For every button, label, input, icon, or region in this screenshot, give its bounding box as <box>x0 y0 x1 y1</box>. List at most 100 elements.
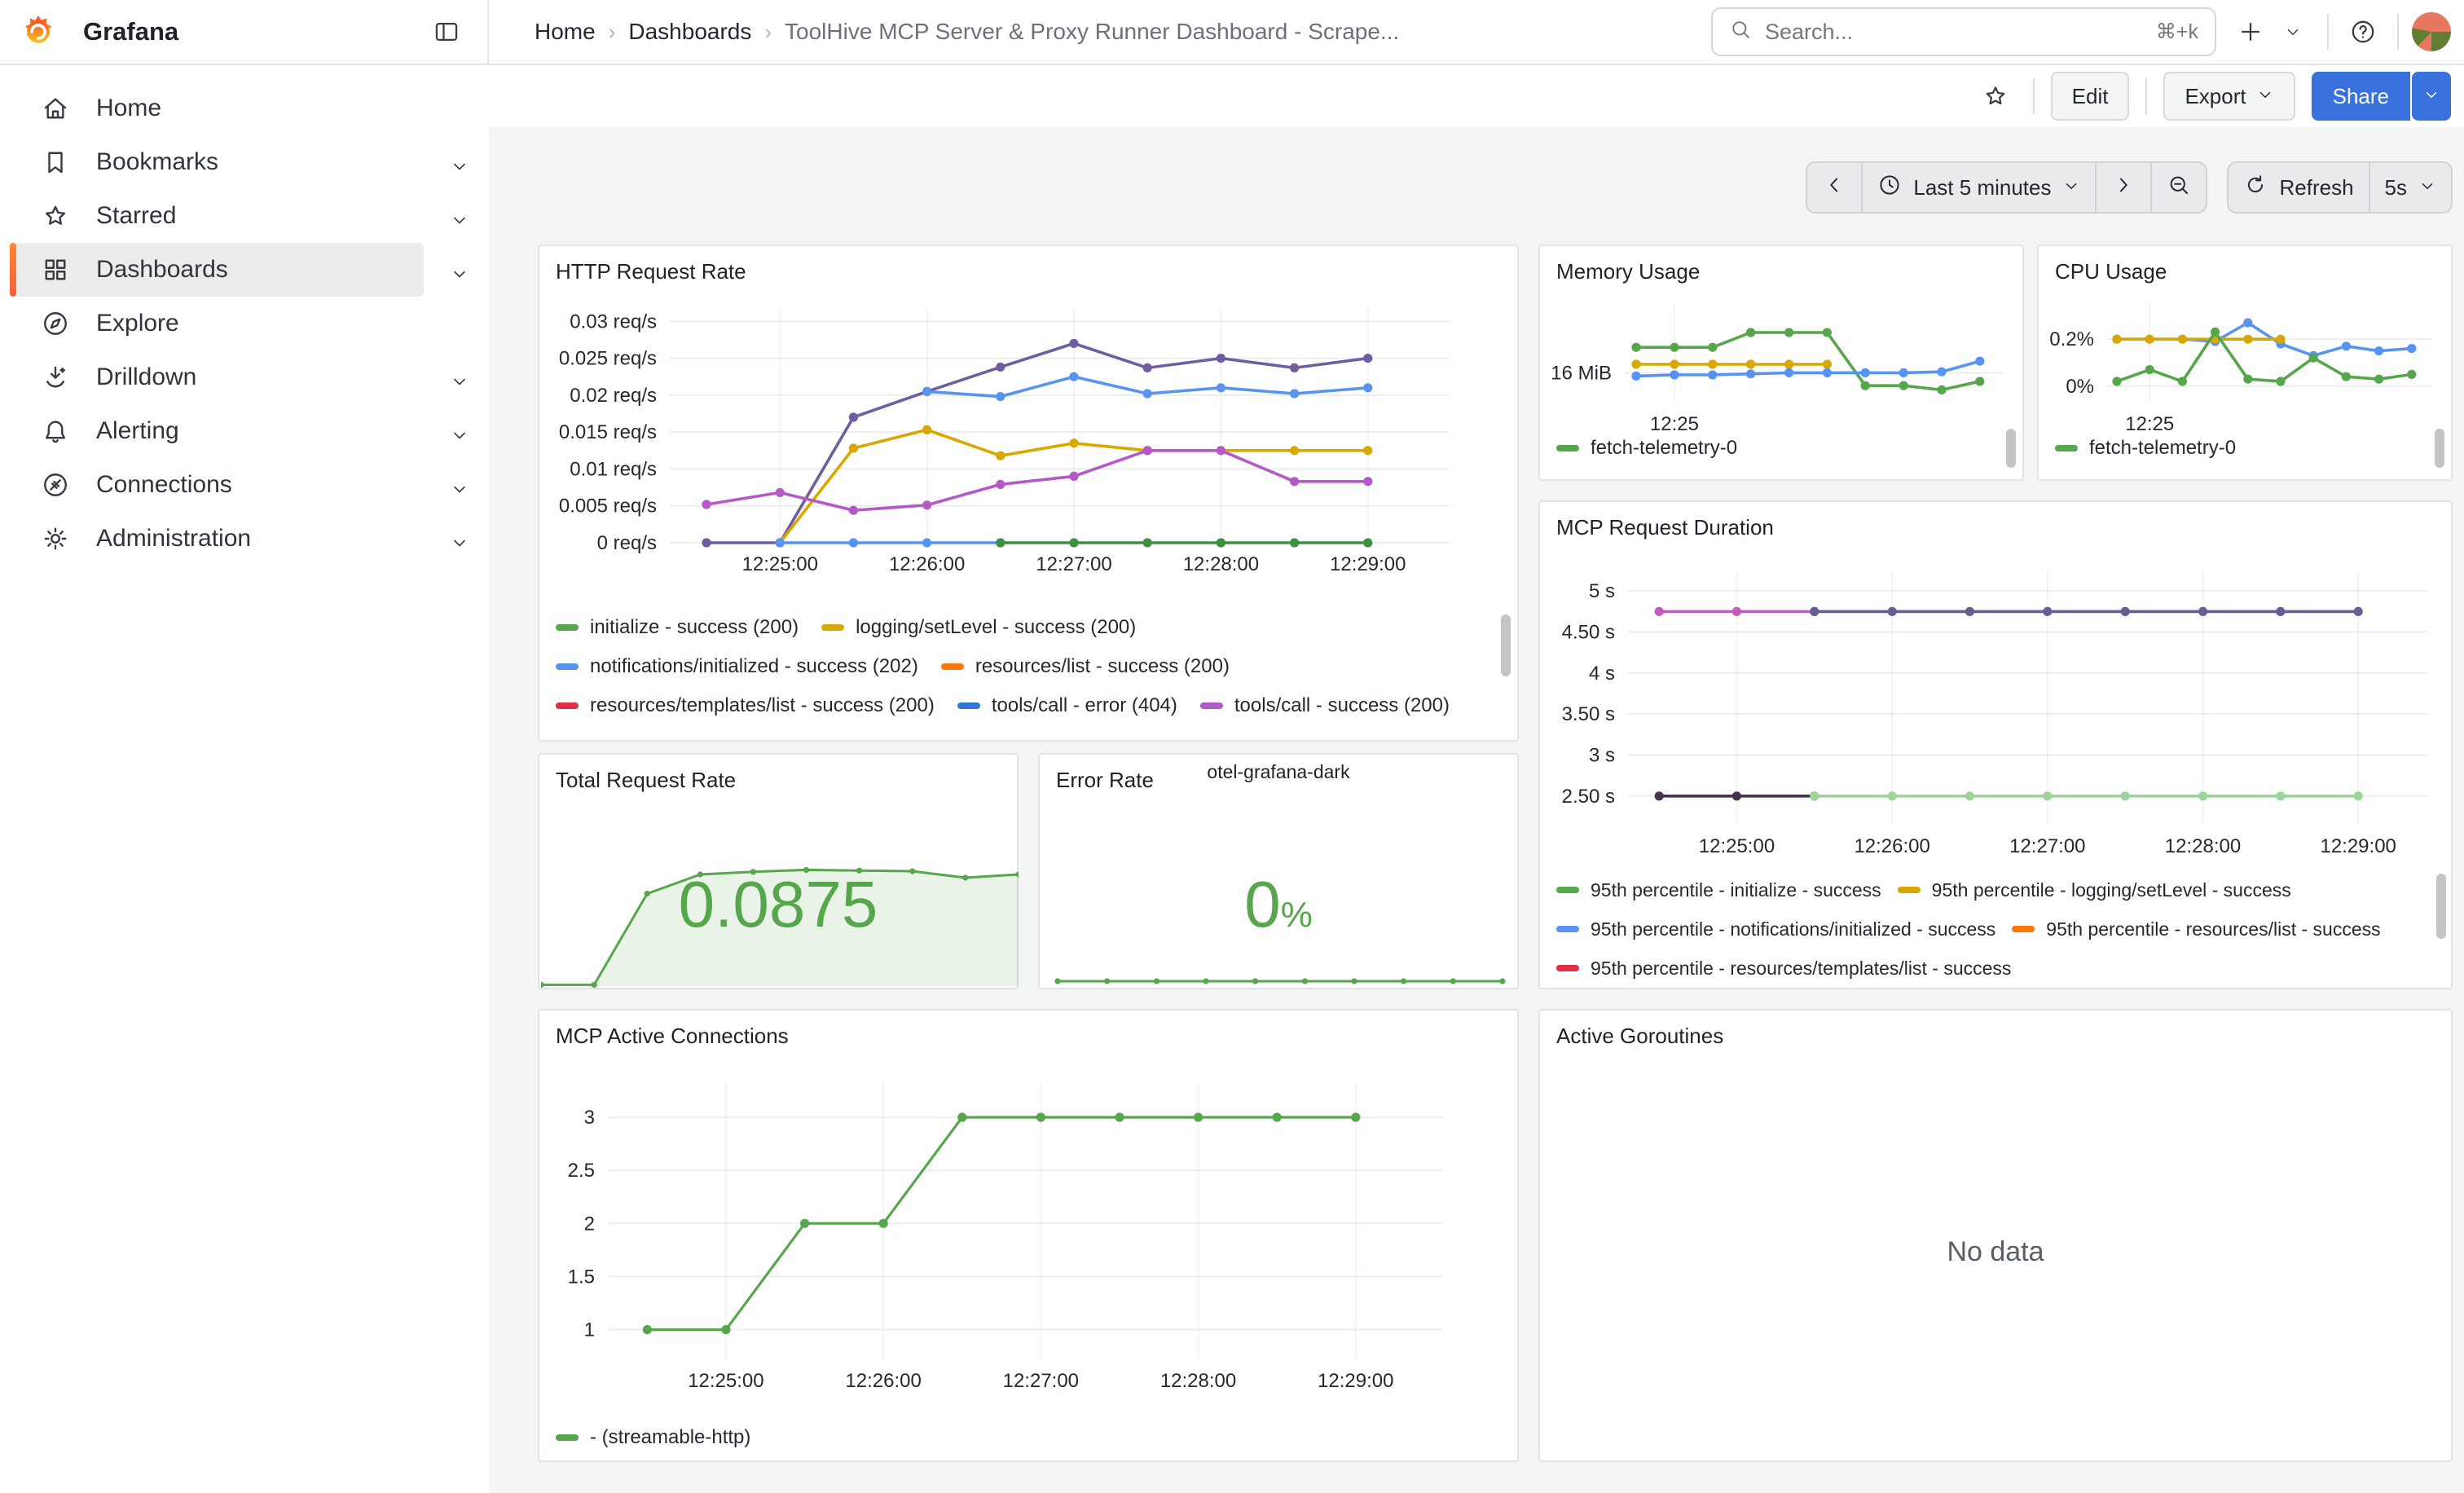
svg-text:0.015 req/s: 0.015 req/s <box>559 421 657 443</box>
refresh-interval-dropdown[interactable]: 5s <box>2369 161 2453 214</box>
svg-text:4.50 s: 4.50 s <box>1562 621 1615 643</box>
panel-total-request-rate: Total Request Rate 0.0875 <box>538 753 1019 989</box>
legend-item[interactable]: 95th percentile - notifications/initiali… <box>1556 909 1995 949</box>
sidebar-item-dashboards[interactable]: Dashboards <box>10 243 424 297</box>
chevron-down-icon <box>2418 175 2436 200</box>
panel-http-request-rate: HTTP Request Rate 0 req/s0.005 req/s0.01… <box>538 244 1519 742</box>
time-shift-back-button[interactable] <box>1806 161 1863 214</box>
time-shift-forward-button[interactable] <box>2095 161 2152 214</box>
sidebar-item-alerting[interactable]: Alerting <box>10 404 479 458</box>
chart-legend: - (streamable-http) <box>556 1418 1494 1456</box>
legend-item[interactable]: tools/call - error (404) <box>957 686 1177 725</box>
favorite-star-icon[interactable] <box>1974 75 2017 117</box>
svg-text:0 req/s: 0 req/s <box>597 532 657 554</box>
time-range-picker[interactable]: Last 5 minutes <box>1861 161 2097 214</box>
avatar[interactable] <box>2412 12 2451 51</box>
breadcrumb-separator: › <box>609 20 616 45</box>
bookmark-icon <box>41 148 70 177</box>
sidebar-item-drilldown[interactable]: Drilldown <box>10 350 479 404</box>
zoom-out-button[interactable] <box>2150 161 2207 214</box>
legend-color-chip <box>556 702 579 709</box>
chevron-down-icon <box>2272 11 2314 53</box>
svg-text:0%: 0% <box>2066 376 2094 398</box>
sidebar-item-label: Bookmarks <box>96 148 479 176</box>
legend-item[interactable]: tools/call - success (200) <box>1200 686 1450 725</box>
svg-text:1.5: 1.5 <box>568 1266 595 1288</box>
share-button[interactable]: Share <box>2312 72 2410 121</box>
panel-title[interactable]: HTTP Request Rate <box>539 246 1517 291</box>
http-request-rate-chart[interactable]: 0 req/s0.005 req/s0.01 req/s0.015 req/s0… <box>549 292 1507 582</box>
legend-scrollbar[interactable] <box>2435 429 2444 468</box>
sidebar-item-administration[interactable]: Administration <box>10 512 479 566</box>
panel-title[interactable]: MCP Active Connections <box>539 1011 1517 1055</box>
panel-title[interactable]: Total Request Rate <box>539 755 1017 799</box>
legend-item[interactable]: 95th percentile - resources/templates/li… <box>1556 949 2011 983</box>
panel-title[interactable]: MCP Request Duration <box>1540 502 2451 547</box>
legend-label: tools/call - success (200) <box>1234 694 1450 717</box>
legend-color-chip <box>1556 965 1579 971</box>
search-icon <box>1729 17 1752 47</box>
sidebar-item-bookmarks[interactable]: Bookmarks <box>10 135 479 189</box>
divider <box>2397 14 2399 50</box>
legend-scrollbar[interactable] <box>2436 874 2446 939</box>
legend-item[interactable]: 95th percentile - resources/list - succe… <box>2012 909 2380 949</box>
cpu-usage-chart[interactable]: 0.2%0%12:25 <box>2045 288 2444 432</box>
legend-item[interactable]: notifications/initialized - success (202… <box>556 647 918 686</box>
mcp-request-duration-chart[interactable]: 5 s4.50 s4 s3.50 s3 s2.50 s12:25:0012:26… <box>1550 548 2444 867</box>
sidebar-item-label: Starred <box>96 202 479 230</box>
memory-usage-chart[interactable]: 16 MiB12:25 <box>1547 288 2016 432</box>
legend-item[interactable]: 95th percentile - logging/setLevel - suc… <box>1898 870 2291 909</box>
svg-text:3: 3 <box>584 1107 595 1129</box>
panel-memory-usage: Memory Usage 16 MiB12:25 fetch-telemetry… <box>1538 244 2024 481</box>
sidebar-item-starred[interactable]: Starred <box>10 189 479 243</box>
chevron-down-icon <box>450 529 469 548</box>
breadcrumb-dashboards[interactable]: Dashboards <box>628 19 751 45</box>
search-box[interactable]: ⌘+k <box>1711 7 2216 56</box>
panel-error-rate: Error Rate otel-grafana-dark 0% <box>1038 753 1519 989</box>
plug-icon <box>41 470 70 500</box>
legend-item[interactable]: initialize - success (200) <box>556 608 799 647</box>
add-button[interactable] <box>2229 11 2314 53</box>
stat-unit: % <box>1281 895 1313 935</box>
refresh-button[interactable]: Refresh <box>2227 161 2369 214</box>
panel-title[interactable]: Memory Usage <box>1540 246 2022 291</box>
legend-item[interactable]: logging/setLevel - success (200) <box>821 608 1136 647</box>
mcp-active-connections-chart[interactable]: 11.522.5312:25:0012:26:0012:27:0012:28:0… <box>552 1056 1507 1412</box>
chart-legend: 95th percentile - initialize - success95… <box>1556 870 2441 983</box>
legend-item[interactable]: fetch-telemetry-0 <box>1556 429 1737 468</box>
legend-scrollbar[interactable] <box>1501 614 1511 676</box>
svg-text:2.50 s: 2.50 s <box>1562 786 1615 808</box>
sidebar-toggle-icon[interactable] <box>425 11 468 53</box>
legend-item[interactable]: tools/list - success (200) <box>556 725 799 735</box>
sidebar-item-connections[interactable]: Connections <box>10 458 479 512</box>
legend-item[interactable]: - (streamable-http) <box>556 1418 750 1456</box>
panel-mcp-active-connections: MCP Active Connections 11.522.5312:25:00… <box>538 1009 1519 1462</box>
edit-button[interactable]: Edit <box>2051 72 2130 121</box>
home-icon <box>41 94 70 123</box>
legend-item[interactable]: resources/templates/list - success (200) <box>556 686 935 725</box>
help-icon[interactable] <box>2342 11 2384 53</box>
breadcrumb-home[interactable]: Home <box>535 19 596 45</box>
panel-title[interactable]: CPU Usage <box>2039 246 2451 291</box>
grafana-logo-icon[interactable] <box>20 13 57 51</box>
svg-text:3.50 s: 3.50 s <box>1562 703 1615 725</box>
datasource-overlay-label: otel-grafana-dark <box>1040 761 1517 783</box>
svg-text:0.01 req/s: 0.01 req/s <box>570 458 657 480</box>
search-input[interactable] <box>1765 20 2143 45</box>
legend-label: tools/list - success (200) <box>590 733 799 735</box>
sidebar-item-explore[interactable]: Explore <box>10 297 479 350</box>
legend-item[interactable]: unknown - success (200) <box>822 725 1074 735</box>
top-nav: Grafana Home › Dashboards › ToolHive MCP… <box>0 0 2464 65</box>
brand-title: Grafana <box>83 17 425 46</box>
legend-color-chip <box>1898 887 1921 893</box>
sidebar-item-home[interactable]: Home <box>10 81 479 135</box>
legend-scrollbar[interactable] <box>2006 429 2016 468</box>
legend-item[interactable]: 95th percentile - initialize - success <box>1556 870 1881 909</box>
legend-item[interactable]: resources/list - success (200) <box>941 647 1230 686</box>
share-dropdown-button[interactable] <box>2412 72 2451 121</box>
export-button[interactable]: Export <box>2163 72 2295 121</box>
drilldown-icon <box>41 363 70 392</box>
clock-icon <box>1877 173 1902 203</box>
chart-legend: initialize - success (200) logging/setLev… <box>556 608 1494 735</box>
legend-item[interactable]: fetch-telemetry-0 <box>2055 429 2236 468</box>
